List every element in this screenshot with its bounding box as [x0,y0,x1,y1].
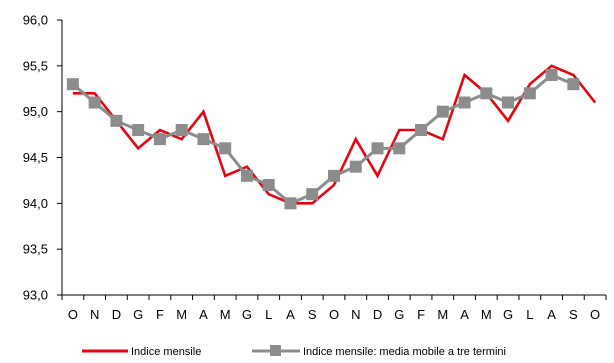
legend: Indice mensile Indice mensile: media mob… [82,345,506,358]
data-point-media-mobile [240,169,253,182]
x-tick-label: M [437,307,448,322]
x-tick-label: N [351,307,360,322]
data-point-media-mobile [306,188,319,201]
data-point-media-mobile [349,160,362,173]
y-tick-label: 94,0 [23,196,48,211]
data-point-media-mobile [284,197,297,210]
data-point-media-mobile [545,69,558,81]
x-tick-label: G [133,307,143,322]
x-tick-label: G [394,307,404,322]
legend-label-indice-mensile: Indice mensile [131,346,201,358]
x-tick-label: M [481,307,492,322]
x-tick-label: G [503,307,513,322]
x-tick-label: N [90,307,99,322]
x-tick-label: S [308,307,317,322]
x-tick-label: D [373,307,382,322]
x-tick-label: L [526,307,533,322]
x-tick-label: O [590,307,600,322]
y-tick-label: 95,0 [23,104,48,119]
data-point-media-mobile [567,78,580,91]
data-point-media-mobile [153,133,166,146]
data-point-media-mobile [132,124,145,136]
x-tick-label: A [286,307,295,322]
x-tick-label: A [547,307,556,322]
x-tick-label: F [417,307,425,322]
data-point-media-mobile [480,87,493,100]
legend-item-indice-mensile: Indice mensile [82,346,201,358]
data-point-media-mobile [219,142,232,155]
legend-item-media-mobile: Indice mensile: media mobile a tre termi… [252,345,506,358]
x-tick-label: F [156,307,164,322]
data-point-media-mobile [175,124,188,136]
x-tick-label: S [569,307,578,322]
data-point-media-mobile [328,169,340,182]
x-tick-label: M [220,307,231,322]
x-tick-label: A [199,307,208,322]
data-point-media-mobile [262,179,275,191]
data-point-media-mobile [110,114,123,127]
y-tick-label: 93,0 [23,288,48,303]
y-tick-label: 93,5 [23,242,48,257]
data-point-media-mobile [502,96,515,109]
data-point-media-mobile [458,96,471,109]
data-point-media-mobile [523,87,536,100]
series-line-indice-mensile [72,64,597,205]
data-point-media-mobile [66,78,79,91]
x-tick-label: D [112,307,121,322]
data-point-media-mobile [88,96,101,109]
data-point-media-mobile [371,142,384,155]
series-layer [66,64,597,210]
data-point-media-mobile [436,105,449,118]
legend-marker-media-mobile [270,345,281,356]
y-tick-label: 95,5 [23,58,48,73]
legend-label-media-mobile: Indice mensile: media mobile a tre termi… [303,346,506,358]
x-tick-label: G [242,307,252,322]
x-tick-label: L [265,307,272,322]
y-tick-label: 96,0 [23,13,48,28]
data-point-media-mobile [393,142,406,155]
x-tick-label: A [460,307,469,322]
x-tick-label: O [68,307,78,322]
data-point-media-mobile [415,124,428,136]
x-tick-label: M [176,307,187,322]
y-tick-label: 94,5 [23,150,48,165]
x-tick-label: O [329,307,339,322]
data-point-media-mobile [197,133,210,146]
y-axis: 93,0 93,5 94,0 94,5 95,0 95,5 96,0 [23,13,63,303]
